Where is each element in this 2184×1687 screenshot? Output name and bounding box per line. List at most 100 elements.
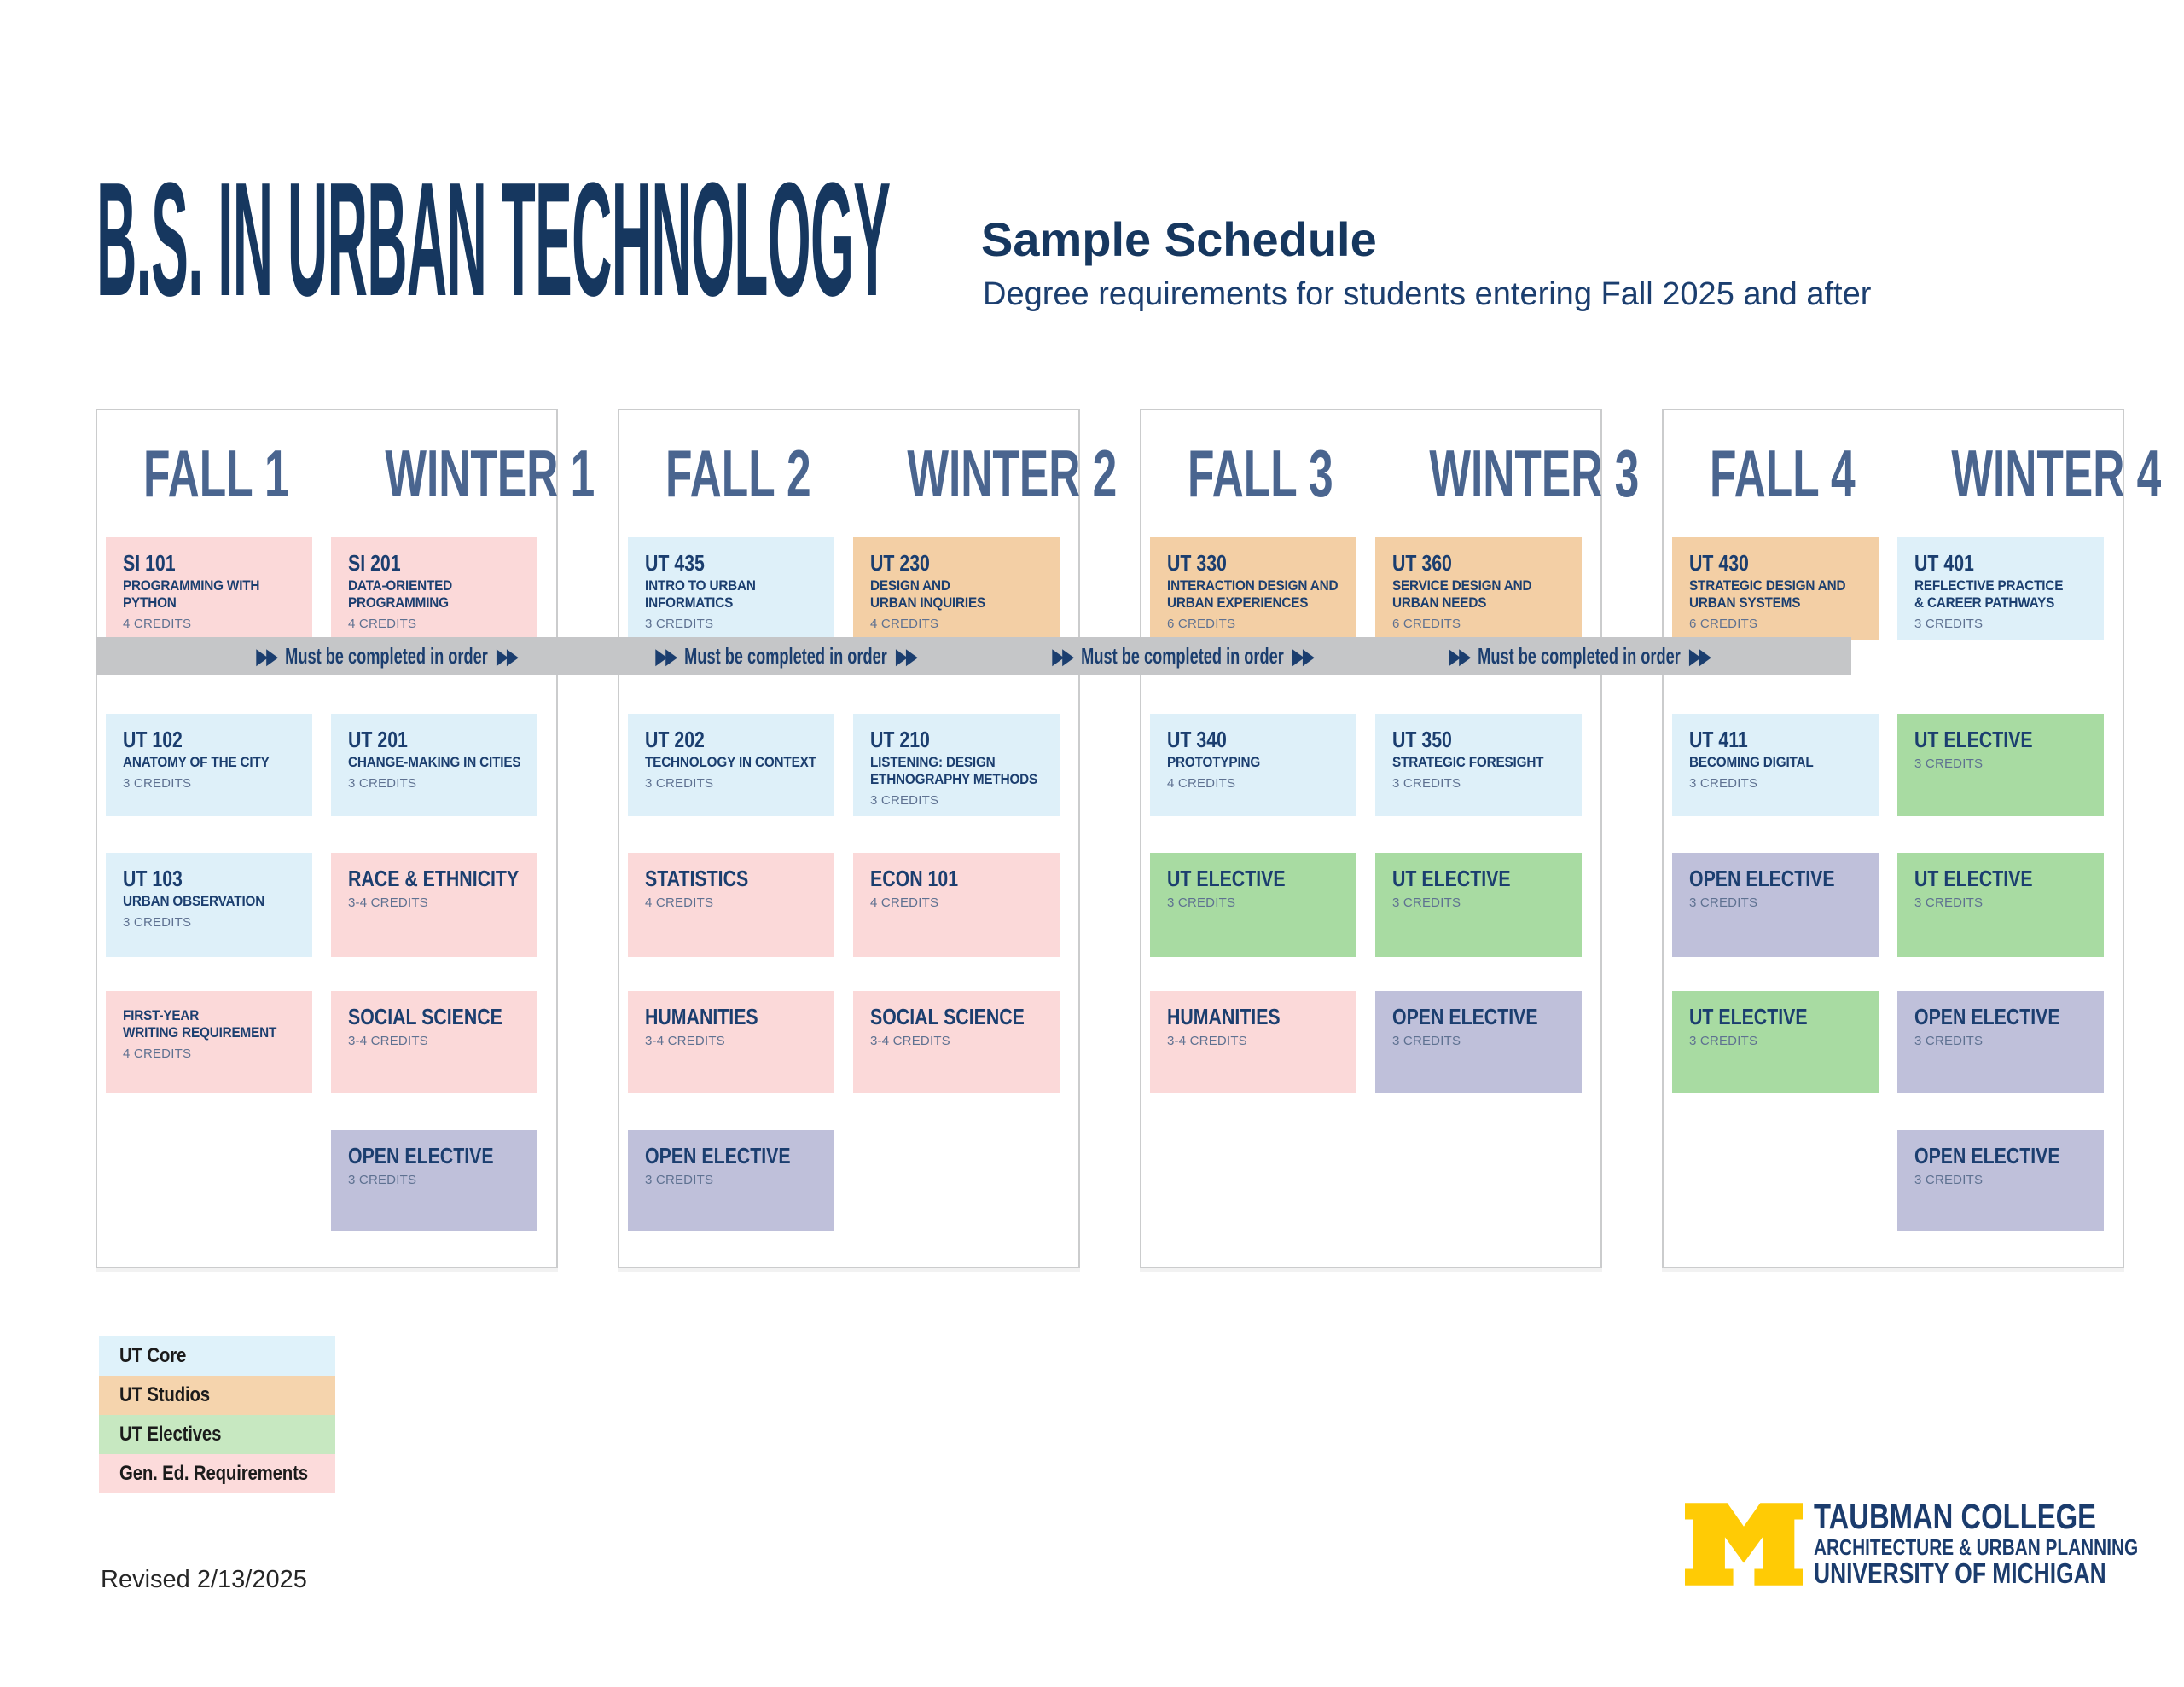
course-credits: 3 CREDITS xyxy=(1914,896,1984,910)
course-code: OPEN ELECTIVE xyxy=(1392,1004,1538,1029)
course-credits: 3 CREDITS xyxy=(1914,1034,1984,1048)
logo-wordmark: TAUBMAN COLLEGE ARCHITECTURE & URBAN PLA… xyxy=(1814,1499,2184,1588)
season-header-label: FALL 2 xyxy=(665,436,811,511)
course-box: UT 430 STRATEGIC DESIGN AND URBAN SYSTEMS… xyxy=(1672,537,1879,640)
course-credits: 4 CREDITS xyxy=(123,617,192,631)
course-credits: 3 CREDITS xyxy=(1689,776,1758,791)
course-code: UT 210 xyxy=(870,727,930,752)
band-label-text: ▶▶ Must be completed in order ▶▶ xyxy=(1449,637,1711,675)
course-credits: 3 CREDITS xyxy=(123,776,192,791)
course-credits: 3 CREDITS xyxy=(645,617,714,631)
course-code: RACE & ETHNICITY xyxy=(348,866,520,891)
season-header: FALL 2 xyxy=(628,436,834,511)
course-title: PROGRAMMING WITH PYTHON xyxy=(123,577,260,611)
season-header: FALL 4 xyxy=(1672,440,1879,507)
course-box: UT 330 INTERACTION DESIGN AND URBAN EXPER… xyxy=(1150,537,1356,640)
band-label: ▶▶ Must be completed in order ▶▶ xyxy=(200,637,572,675)
season-header: WINTER 1 xyxy=(331,440,595,507)
season-header: WINTER 2 xyxy=(853,440,1117,507)
legend-item-ut-core: UT Core xyxy=(99,1336,335,1376)
forward-arrows-icon: ▶▶ xyxy=(895,643,918,669)
course-code: UT 201 xyxy=(348,727,408,752)
legend-item-ut-studios: UT Studios xyxy=(99,1376,335,1415)
course-credits: 6 CREDITS xyxy=(1392,617,1461,631)
course-credits: 3-4 CREDITS xyxy=(870,1034,950,1048)
course-code: UT 360 xyxy=(1392,550,1452,576)
course-code: SOCIAL SCIENCE xyxy=(348,1004,502,1029)
course-box: HUMANITIES 3-4 CREDITS xyxy=(1150,991,1356,1093)
course-code: UT ELECTIVE xyxy=(1689,1004,1808,1029)
course-code: UT 330 xyxy=(1167,550,1227,576)
course-credits: 6 CREDITS xyxy=(1689,617,1758,631)
course-code: UT ELECTIVE xyxy=(1914,866,2033,891)
course-credits: 3 CREDITS xyxy=(348,776,417,791)
season-header: FALL 1 xyxy=(106,436,312,511)
band-label-text: ▶▶ Must be completed in order ▶▶ xyxy=(655,637,918,675)
course-title: LISTENING: DESIGN ETHNOGRAPHY METHODS xyxy=(870,754,1038,787)
course-box: OPEN ELECTIVE 3 CREDITS xyxy=(331,1130,537,1231)
course-title: CHANGE-MAKING IN CITIES xyxy=(348,754,521,770)
course-credits: 3 CREDITS xyxy=(1392,896,1461,910)
forward-arrows-icon: ▶▶ xyxy=(1052,643,1074,669)
legend-item-label: UT Electives xyxy=(119,1423,222,1446)
band-label-phrase: Must be completed in order xyxy=(276,643,497,669)
forward-arrows-icon: ▶▶ xyxy=(1449,643,1471,669)
forward-arrows-icon: ▶▶ xyxy=(1688,643,1711,669)
course-box: UT 102 ANATOMY OF THE CITY 3 CREDITS xyxy=(106,714,312,816)
logo-line-3: UNIVERSITY OF MICHIGAN xyxy=(1814,1557,2106,1589)
course-box: OPEN ELECTIVE 3 CREDITS xyxy=(628,1130,834,1231)
course-code: UT 340 xyxy=(1167,727,1227,752)
course-box: SOCIAL SCIENCE 3-4 CREDITS xyxy=(853,991,1060,1093)
course-code: HUMANITIES xyxy=(645,1004,758,1029)
season-header-label: WINTER 1 xyxy=(385,436,595,511)
term-panel: FALL 2 UT 435 INTRO TO URBAN INFORMATICS 3 … xyxy=(618,409,1117,1268)
forward-arrows-icon: ▶▶ xyxy=(1292,643,1315,669)
course-title: DATA-ORIENTED PROGRAMMING xyxy=(348,577,453,611)
block-m-icon xyxy=(1685,1503,1803,1586)
course-credits: 4 CREDITS xyxy=(870,617,939,631)
season-header: FALL 3 xyxy=(1150,436,1356,511)
course-code: OPEN ELECTIVE xyxy=(1689,866,1835,891)
course-title: ANATOMY OF THE CITY xyxy=(123,754,270,770)
course-box: SI 101 PROGRAMMING WITH PYTHON 4 CREDITS xyxy=(106,537,312,640)
course-code: UT 103 xyxy=(123,866,183,891)
legend-item-ut-electives: UT Electives xyxy=(99,1415,335,1454)
course-box: OPEN ELECTIVE 3 CREDITS xyxy=(1897,991,2104,1093)
season-header-label: FALL 3 xyxy=(1187,436,1333,511)
course-credits: 4 CREDITS xyxy=(870,896,939,910)
course-title: PROTOTYPING xyxy=(1167,754,1261,770)
course-box: UT 340 PROTOTYPING 4 CREDITS xyxy=(1150,714,1356,816)
course-title: URBAN OBSERVATION xyxy=(123,893,265,909)
course-credits: 3-4 CREDITS xyxy=(1167,1034,1247,1048)
band-label-phrase: Must be completed in order xyxy=(676,643,896,669)
course-box: FIRST-YEAR WRITING REQUIREMENT 4 CREDITS xyxy=(106,991,312,1093)
course-box: OPEN ELECTIVE 3 CREDITS xyxy=(1897,1130,2104,1231)
course-code: UT 411 xyxy=(1689,727,1748,752)
course-credits: 3 CREDITS xyxy=(1167,896,1236,910)
forward-arrows-icon: ▶▶ xyxy=(256,643,278,669)
season-header-label: FALL 1 xyxy=(142,436,289,511)
course-title: STRATEGIC FORESIGHT xyxy=(1392,754,1544,770)
season-header-label: WINTER 4 xyxy=(1951,436,2162,511)
course-credits: 4 CREDITS xyxy=(348,617,417,631)
course-box: UT 350 STRATEGIC FORESIGHT 3 CREDITS xyxy=(1375,714,1582,816)
band-label-text: ▶▶ Must be completed in order ▶▶ xyxy=(256,637,519,675)
course-credits: 3 CREDITS xyxy=(870,793,939,808)
course-code: UT 435 xyxy=(645,550,705,576)
course-code: OPEN ELECTIVE xyxy=(1914,1143,2060,1168)
course-credits: 4 CREDITS xyxy=(645,896,714,910)
course-box: UT 411 BECOMING DIGITAL 3 CREDITS xyxy=(1672,714,1879,816)
course-credits: 3 CREDITS xyxy=(123,915,192,930)
course-code: OPEN ELECTIVE xyxy=(1914,1004,2060,1029)
course-box: UT 401 REFLECTIVE PRACTICE & CAREER PATHW… xyxy=(1897,537,2104,640)
course-code: SOCIAL SCIENCE xyxy=(870,1004,1025,1029)
course-title: INTERACTION DESIGN AND URBAN EXPERIENCES xyxy=(1167,577,1339,611)
course-box: SI 201 DATA-ORIENTED PROGRAMMING 4 CREDITS xyxy=(331,537,537,640)
course-box: OPEN ELECTIVE 3 CREDITS xyxy=(1375,991,1582,1093)
course-box: UT 435 INTRO TO URBAN INFORMATICS 3 CREDIT… xyxy=(628,537,834,640)
course-box: HUMANITIES 3-4 CREDITS xyxy=(628,991,834,1093)
course-box: STATISTICS 4 CREDITS xyxy=(628,853,834,957)
must-complete-band: ▶▶ Must be completed in order ▶▶ ▶▶ Must … xyxy=(96,637,1851,675)
season-header-label: WINTER 3 xyxy=(1429,436,1640,511)
course-code: OPEN ELECTIVE xyxy=(348,1143,494,1168)
